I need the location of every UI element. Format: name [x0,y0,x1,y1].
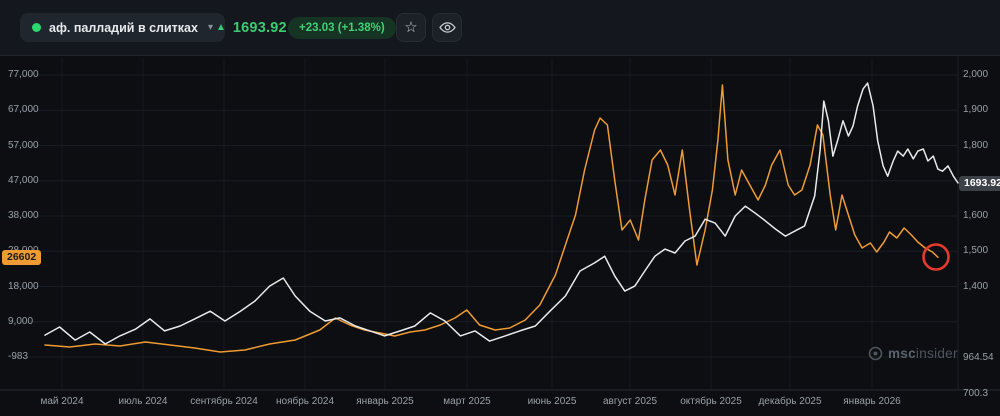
eye-icon [438,22,456,33]
watermark-text: mscinsider [888,346,958,361]
favorite-button[interactable]: ☆ [396,13,426,42]
right-series-price-tag: 1693.92 [959,176,1000,191]
left-series-price-tag: 26602 [2,250,42,265]
instrument-status-dot [32,23,41,32]
price-group: ▲ 1693.92 [216,0,287,55]
watermark: mscinsider [868,346,958,361]
arrow-up-icon: ▲ [216,22,226,33]
instrument-selector[interactable]: аф. палладий в слитках ▾ [20,13,225,42]
left-axis-series-line [44,84,939,353]
star-icon: ☆ [404,19,418,36]
chevron-down-icon: ▾ [207,22,213,33]
right-axis-series-line [44,82,959,345]
header-bar: аф. палладий в слитках ▾ ▲ 1693.92 +23.0… [0,0,1000,56]
last-price: 1693.92 [232,19,287,36]
instrument-name: аф. палладий в слитках [49,20,198,35]
red-circle-annotation [922,243,950,271]
watermark-logo-icon [868,346,883,361]
price-change-badge: +23.03 (+1.38%) [288,17,396,39]
watch-button[interactable] [432,13,462,42]
